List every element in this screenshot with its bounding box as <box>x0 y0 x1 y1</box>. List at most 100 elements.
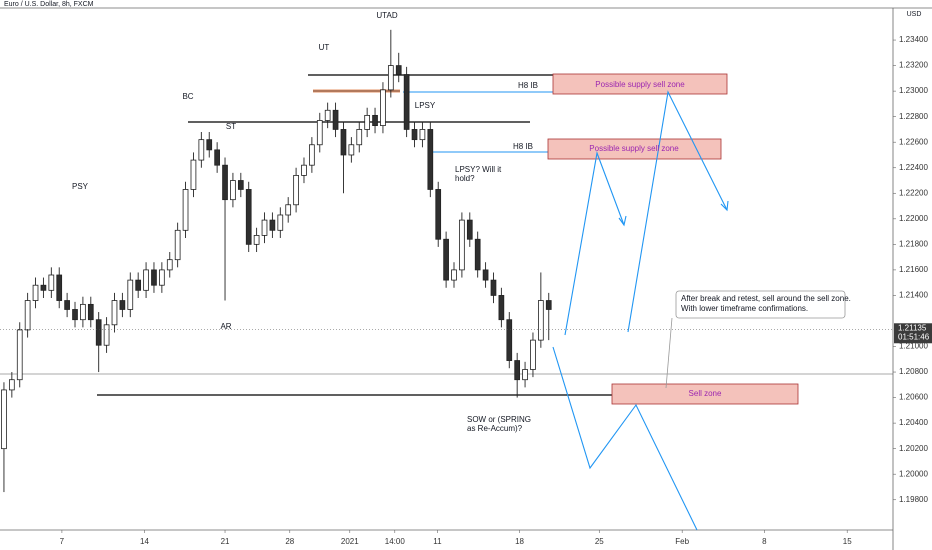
candle-body <box>16 329 23 381</box>
label: ST <box>226 122 236 131</box>
x-tick-label: 15 <box>843 537 852 546</box>
y-tick-label: 1.20600 <box>899 393 928 402</box>
x-tick-label: 7 <box>60 537 65 546</box>
candle-body <box>24 300 31 331</box>
y-tick-label: 1.21400 <box>899 291 928 300</box>
candle-body <box>206 139 213 151</box>
candle-body <box>316 120 323 146</box>
candle-body <box>332 109 339 130</box>
zone-label: Possible supply sell zone <box>595 80 685 89</box>
candle-body <box>56 274 63 301</box>
y-tick-label: 1.21600 <box>899 265 928 274</box>
label: SOW or (SPRING <box>467 415 531 424</box>
last-price-box <box>894 323 932 344</box>
label: hold? <box>455 174 475 183</box>
last-price-label: 1.21135 <box>898 323 927 332</box>
sell-zone <box>611 383 799 405</box>
candle-body <box>8 379 15 391</box>
candle-body <box>72 309 78 321</box>
candle-body <box>285 204 292 216</box>
candle-body <box>538 300 544 341</box>
x-tick-label: 2021 <box>341 537 359 546</box>
candle-body <box>269 219 276 231</box>
candle-body <box>245 189 252 245</box>
candle-body <box>411 129 418 141</box>
candle-body <box>237 180 244 190</box>
candle-body <box>277 214 284 231</box>
label: UT <box>319 43 330 52</box>
candle-body <box>103 324 110 346</box>
y-tick-label: 1.22200 <box>899 188 928 197</box>
candle-body <box>174 229 181 261</box>
y-tick-label: 1.23000 <box>899 86 928 95</box>
arrow-head <box>720 200 729 212</box>
candle-body <box>403 74 410 130</box>
candle-body <box>498 295 505 321</box>
projection-path <box>552 346 698 531</box>
candle-body <box>230 180 236 201</box>
currency-label: USD <box>907 11 922 18</box>
label: H8 IB <box>513 142 533 151</box>
candle-body <box>40 284 47 291</box>
candle-body <box>443 238 449 281</box>
candle-body <box>514 360 521 381</box>
candle-body <box>111 300 118 326</box>
y-tick-label: 1.22600 <box>899 137 928 146</box>
zone-label: Sell zone <box>689 389 722 398</box>
candle-body <box>309 144 315 166</box>
y-tick-label: 1.23400 <box>899 35 928 44</box>
candle-body <box>293 175 299 206</box>
y-tick-label: 1.19800 <box>899 495 928 504</box>
candle-body <box>419 129 426 141</box>
x-tick-label: 18 <box>515 537 524 546</box>
candle-body <box>506 319 513 361</box>
x-tick-label: 8 <box>762 537 767 546</box>
candle-body <box>222 164 228 201</box>
candle-body <box>48 274 55 291</box>
candle-body <box>135 279 142 291</box>
projection-arrow <box>564 150 625 336</box>
x-tick-label: 14:00 <box>385 537 406 546</box>
x-tick-label: Feb <box>675 537 689 546</box>
candle-body <box>1 389 7 450</box>
countdown-label: 01:51:46 <box>898 332 930 341</box>
candle-body <box>261 219 268 236</box>
candle-body <box>364 114 370 130</box>
candle-body <box>482 269 489 281</box>
candle-body <box>80 303 86 321</box>
candle-body <box>545 300 552 310</box>
candle-body <box>159 269 165 286</box>
candle-body <box>166 259 173 271</box>
y-tick-label: 1.20000 <box>899 469 928 478</box>
candle-body <box>380 89 386 127</box>
candle-body <box>182 189 189 231</box>
candle-body <box>32 284 39 301</box>
callout-pointer <box>665 317 673 389</box>
y-tick-label: 1.20200 <box>899 444 928 453</box>
y-tick-label: 1.22000 <box>899 214 928 223</box>
label: as Re-Accum)? <box>467 424 523 433</box>
callout-text: With lower timeframe confirmations. <box>681 304 808 313</box>
y-tick-label: 1.21800 <box>899 239 928 248</box>
candle-body <box>372 114 378 127</box>
arrow-head <box>618 215 627 227</box>
candle-body <box>95 319 102 346</box>
label: UTAD <box>376 11 397 20</box>
candle-body <box>119 300 126 310</box>
candle-body <box>356 129 363 146</box>
candle-body <box>151 269 157 286</box>
candle-body <box>87 303 94 321</box>
y-tick-label: 1.20800 <box>899 367 928 376</box>
label: LPSY? Will it <box>455 165 502 174</box>
x-tick-label: 25 <box>595 537 604 546</box>
candle-body <box>387 65 394 91</box>
y-tick-label: 1.20400 <box>899 418 928 427</box>
zone-label: Possible supply sell zone <box>589 144 679 153</box>
label: AR <box>220 322 231 331</box>
y-tick-label: 1.21000 <box>899 342 928 351</box>
candle-body <box>466 219 473 240</box>
supply-zone <box>552 73 728 95</box>
callout-text: After break and retest, sell around the … <box>681 294 851 303</box>
